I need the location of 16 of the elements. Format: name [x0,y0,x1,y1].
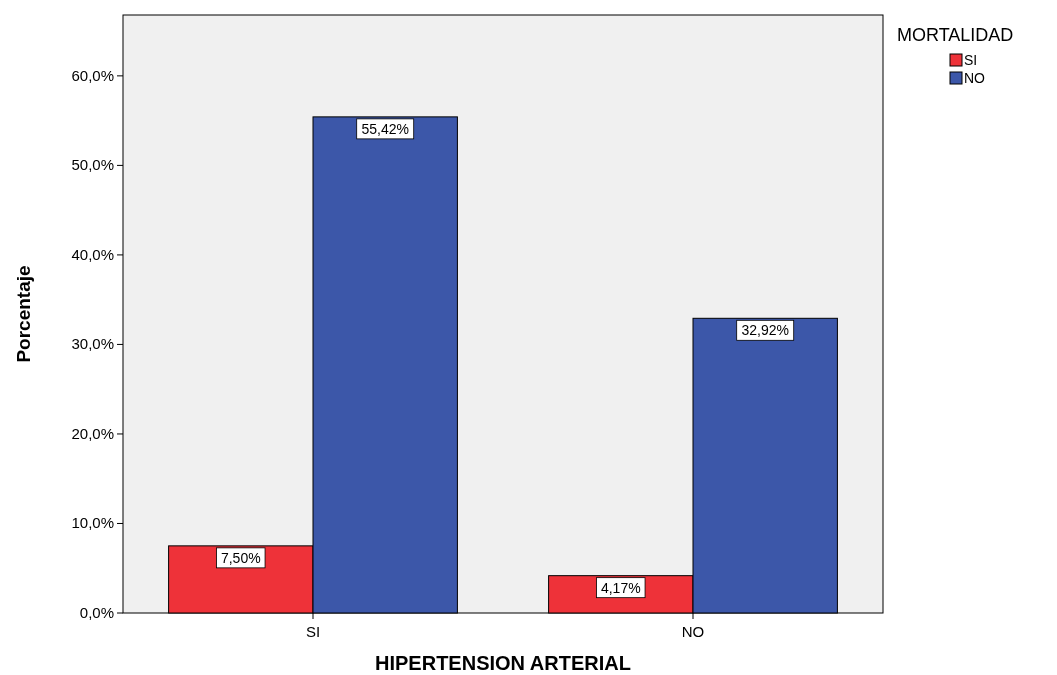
y-tick-label: 50,0% [71,156,114,174]
legend-label: NO [964,70,986,86]
y-tick-label: 40,0% [71,245,114,263]
y-tick-label: 30,0% [71,335,114,353]
y-tick-label: 60,0% [71,66,114,84]
data-label: 32,92% [741,322,789,339]
x-axis-title: HIPERTENSION ARTERIAL [375,652,631,674]
y-tick-label: 20,0% [71,424,114,442]
y-tick-label: 10,0% [71,514,114,532]
data-label: 4,17% [600,579,641,596]
data-label: 7,50% [220,549,261,566]
y-axis-title: Porcentaje [13,265,34,363]
legend-label: SI [964,52,978,68]
data-label: 55,42% [361,120,409,137]
legend-title: MORTALIDAD [897,25,1014,45]
y-tick-label: 0,0% [79,604,114,621]
